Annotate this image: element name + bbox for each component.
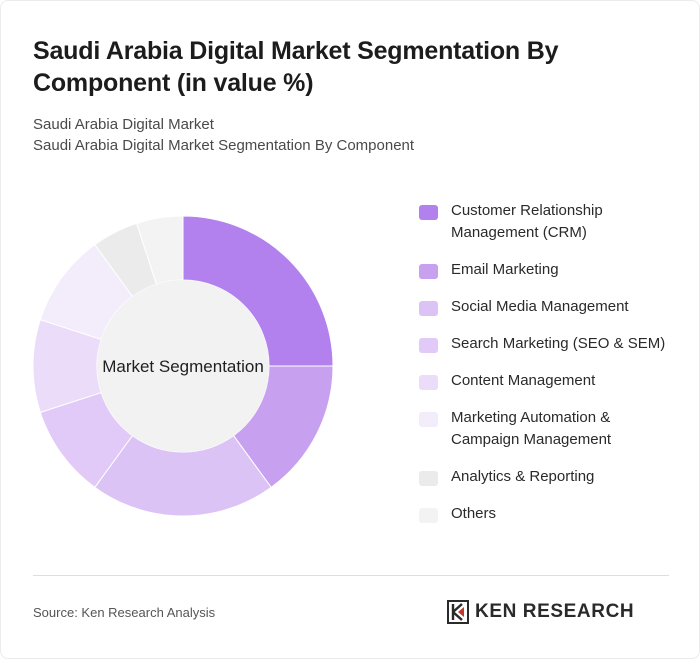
legend-swatch bbox=[419, 338, 438, 353]
legend-swatch bbox=[419, 412, 438, 427]
legend-swatch bbox=[419, 301, 438, 316]
ken-research-logo: KEN RESEARCH bbox=[447, 599, 634, 625]
legend-label: Marketing Automation & Campaign Manageme… bbox=[451, 409, 612, 448]
donut-center bbox=[97, 280, 269, 452]
legend-swatch bbox=[419, 508, 438, 523]
chart-subtitle: Saudi Arabia Digital Market Saudi Arabia… bbox=[33, 114, 633, 156]
legend-label: Customer Relationship Management (CRM) bbox=[451, 202, 603, 241]
legend-swatch bbox=[419, 264, 438, 279]
legend-label: Others bbox=[451, 505, 497, 522]
legend-item[interactable]: Analytics & Reporting bbox=[419, 466, 681, 488]
legend-item[interactable]: Content Management bbox=[419, 370, 681, 392]
legend-item[interactable]: Email Marketing bbox=[419, 259, 681, 281]
brand-name: KEN RESEARCH bbox=[475, 601, 635, 622]
source-note: Source: Ken Research Analysis bbox=[33, 605, 216, 620]
legend-swatch bbox=[419, 471, 438, 486]
legend-item[interactable]: Social Media Management bbox=[419, 296, 681, 318]
footer-divider bbox=[33, 575, 669, 576]
legend-label: Search Marketing (SEO & SEM) bbox=[451, 335, 666, 352]
legend-swatch bbox=[419, 375, 438, 390]
legend-item[interactable]: Marketing Automation & Campaign Manageme… bbox=[419, 407, 681, 451]
legend-label: Social Media Management bbox=[451, 298, 629, 315]
chart-legend: Customer Relationship Management (CRM) Em… bbox=[419, 200, 681, 540]
legend-item[interactable]: Search Marketing (SEO & SEM) bbox=[419, 333, 681, 355]
legend-label: Analytics & Reporting bbox=[451, 468, 595, 485]
legend-item[interactable]: Customer Relationship Management (CRM) bbox=[419, 200, 681, 244]
donut-center-label: Market Segmentation bbox=[102, 357, 264, 376]
donut-slices bbox=[32, 215, 334, 517]
ken-research-logo-icon bbox=[447, 600, 469, 624]
legend-label: Email Marketing bbox=[451, 261, 559, 278]
chart-title: Saudi Arabia Digital Market Segmentation… bbox=[33, 37, 559, 97]
subtitle-line-segmentation: Saudi Arabia Digital Market Segmentation… bbox=[33, 137, 415, 154]
legend-label: Content Management bbox=[451, 372, 596, 389]
legend-swatch bbox=[419, 205, 438, 220]
donut-chart-svg: Market Segmentation bbox=[32, 215, 334, 517]
legend-item[interactable]: Others bbox=[419, 503, 681, 525]
subtitle-line-market: Saudi Arabia Digital Market bbox=[33, 116, 214, 133]
donut-chart: Market Segmentation bbox=[23, 206, 343, 526]
